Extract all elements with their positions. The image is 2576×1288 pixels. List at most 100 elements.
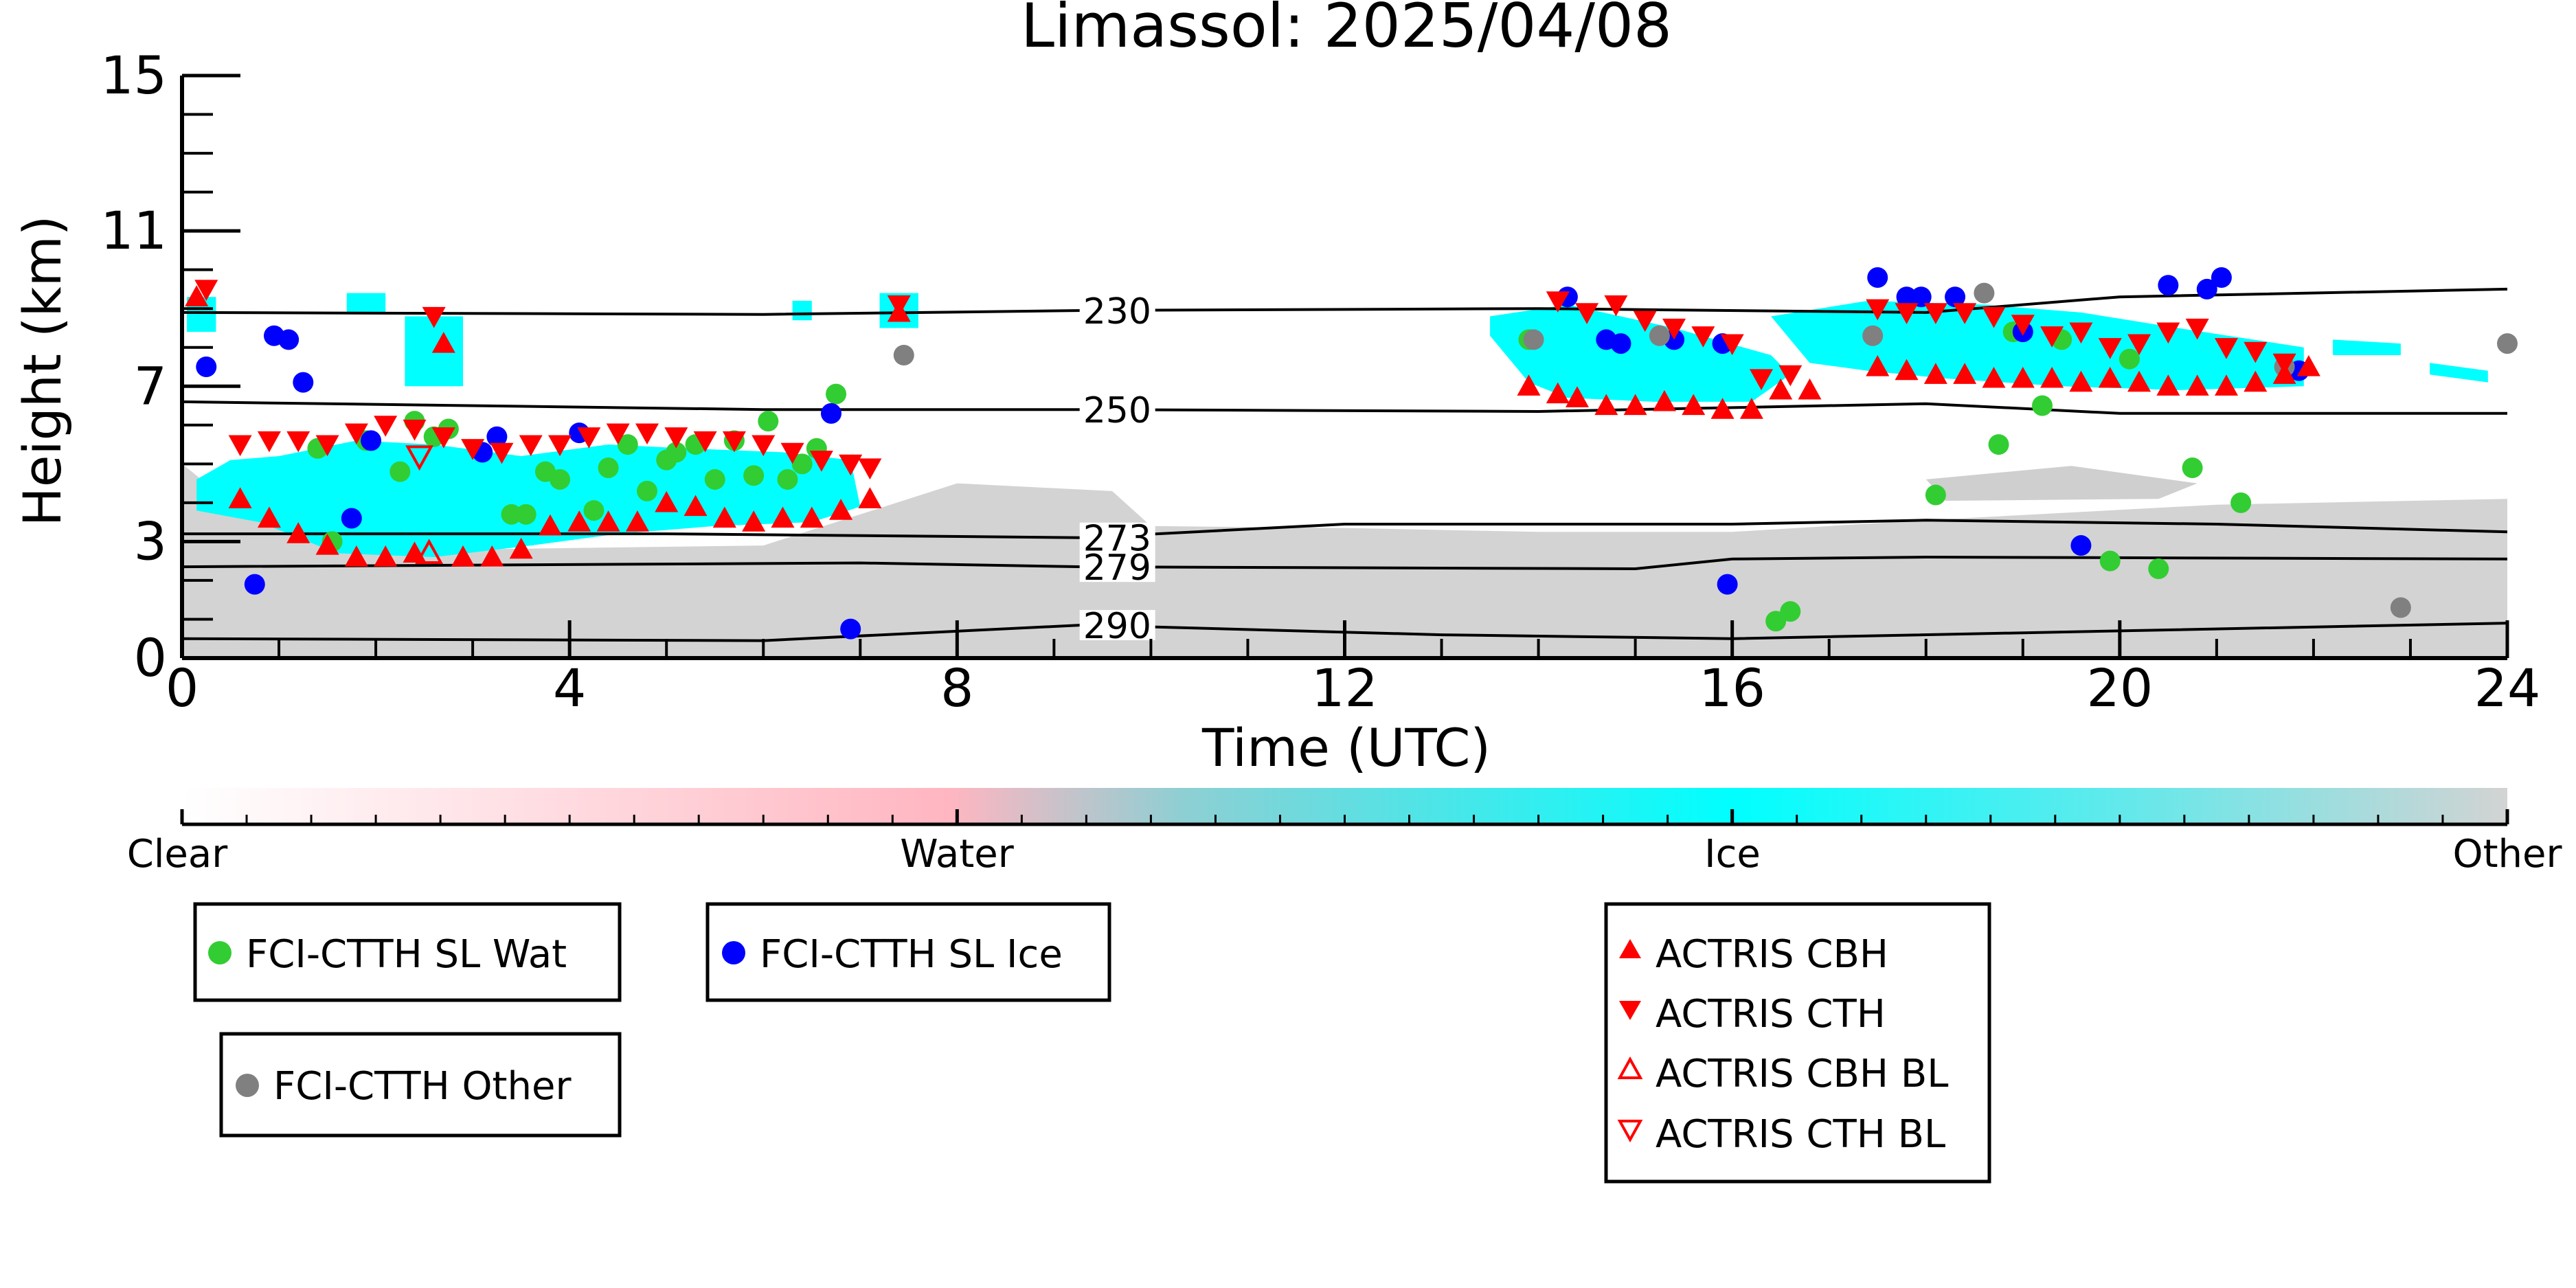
marker-actris-cth	[461, 439, 485, 460]
marker-actris-cbh	[431, 332, 455, 353]
other-field-elevated	[1925, 466, 2197, 501]
marker-actris-cth	[693, 431, 717, 453]
marker-fci-ctth-other	[2497, 333, 2518, 354]
marker-fci-ctth-other	[1523, 329, 1544, 350]
legend-actris: ACTRIS CBH ACTRIS CTH ACTRIS CBH BL ACTR…	[1604, 902, 1991, 1184]
marker-actris-cbh	[742, 510, 766, 532]
y-axis-label: Height (km)	[12, 216, 73, 527]
marker-actris-cbh	[1594, 394, 1618, 416]
cloud-classification-field	[182, 293, 2507, 658]
marker-actris-cbh	[1517, 374, 1541, 396]
marker-actris-cbh	[185, 285, 209, 306]
legend-marker-cbh-bl	[1617, 1056, 1643, 1079]
marker-fci-ctth-sl-ice	[1896, 286, 1917, 308]
marker-actris-cbh	[771, 506, 795, 528]
x-tick-label: 20	[2086, 657, 2153, 719]
y-tick-label: 11	[100, 200, 167, 261]
marker-actris-cbh	[2156, 374, 2180, 396]
legend-marker-other	[236, 1074, 259, 1097]
marker-actris-cbh	[1769, 378, 1793, 400]
marker-actris-cth	[431, 427, 455, 449]
marker-actris-cth	[1546, 291, 1570, 313]
marker-actris-cbh	[800, 506, 824, 528]
marker-fci-ctth-sl-wat	[2182, 457, 2203, 478]
legend-marker-wat	[208, 941, 231, 964]
ice-field-cirrus-a	[346, 293, 386, 313]
marker-actris-cth	[2011, 315, 2035, 336]
marker-actris-cth	[2127, 334, 2151, 356]
marker-actris-cbh	[2040, 366, 2064, 388]
marker-fci-ctth-sl-wat	[743, 465, 765, 486]
marker-actris-cbh	[2069, 370, 2093, 392]
marker-actris-cth	[2272, 353, 2296, 375]
marker-actris-cth	[344, 423, 368, 445]
marker-fci-ctth-sl-wat	[1925, 484, 1946, 506]
ice-field-late-b	[2430, 363, 2488, 383]
marker-fci-ctth-other	[1649, 325, 1670, 346]
marker-actris-cth	[1691, 326, 1715, 348]
marker-actris-cth	[2040, 326, 2064, 348]
marker-actris-cth	[257, 431, 281, 453]
marker-actris-cbh	[1739, 398, 1763, 419]
marker-actris-cbh	[625, 510, 649, 532]
marker-actris-cth	[228, 435, 252, 457]
marker-actris-cth	[2244, 341, 2268, 363]
marker-fci-ctth-sl-wat	[2230, 492, 2252, 513]
legend-marker-cth	[1619, 1001, 1641, 1020]
marker-fci-ctth-other	[1974, 282, 1995, 304]
marker-actris-cth	[635, 423, 659, 445]
marker-actris-cbh	[2296, 355, 2320, 376]
marker-actris-cbh	[509, 537, 533, 559]
marker-fci-ctth-sl-wat	[758, 411, 779, 432]
marker-actris-cbh	[2214, 374, 2238, 396]
marker-actris-cbh	[228, 487, 252, 508]
marker-actris-cth	[664, 427, 688, 449]
isotherm-label-bg-273	[1079, 522, 1155, 553]
marker-actris-cth	[1895, 303, 1919, 324]
marker-actris-cth	[1953, 303, 1977, 324]
marker-actris-cbh	[480, 545, 504, 567]
marker-actris-cbh	[1953, 363, 1977, 384]
ice-field-afternoon	[1490, 304, 1791, 402]
ice-field-late-a	[2333, 339, 2401, 355]
marker-actris-cth	[2098, 338, 2122, 359]
isotherm-line-279	[181, 555, 2508, 571]
marker-fci-ctth-sl-wat	[1780, 601, 1801, 622]
other-field-lowlevel	[182, 464, 2507, 658]
marker-actris-cbh	[2244, 370, 2268, 392]
marker-fci-ctth-other	[893, 345, 914, 366]
marker-fci-ctth-sl-wat	[637, 480, 657, 501]
marker-fci-ctth-sl-ice	[1945, 286, 1966, 308]
legend-label-cth: ACTRIS CTH	[1656, 992, 1886, 1037]
isotherm-label-bg-279	[1079, 552, 1155, 583]
marker-fci-ctth-sl-ice	[278, 329, 300, 350]
marker-actris-cth	[194, 280, 218, 301]
marker-actris-cbh	[1866, 355, 1890, 376]
marker-actris-cth	[887, 295, 911, 317]
isotherm-line-273	[182, 519, 2508, 539]
marker-actris-cth	[403, 419, 427, 441]
marker-fci-ctth-sl-wat	[389, 461, 411, 482]
marker-actris-cth	[1720, 334, 1744, 356]
marker-actris-cth	[548, 435, 572, 457]
legend-label-cbh: ACTRIS CBH	[1656, 932, 1888, 977]
colorbar-label-clear: Clear	[127, 832, 228, 877]
marker-fci-ctth-sl-wat	[583, 500, 605, 521]
marker-fci-ctth-sl-ice	[293, 372, 314, 393]
marker-actris-cbh	[655, 490, 679, 512]
legend-other: FCI-CTTH Other	[219, 1032, 622, 1138]
legend-label-cbh-bl: ACTRIS CBH BL	[1656, 1052, 1948, 1096]
legend-water: FCI-CTTH SL Wat	[193, 902, 622, 1002]
legend-label-other: FCI-CTTH Other	[273, 1064, 572, 1109]
marker-fci-ctth-sl-wat	[515, 504, 536, 525]
marker-fci-ctth-sl-ice	[196, 357, 217, 377]
marker-actris-cbh	[1710, 398, 1735, 419]
isotherm-label-bg-290	[1079, 609, 1155, 640]
isotherm-label-250: 250	[1083, 390, 1151, 431]
marker-actris-cth	[839, 454, 863, 476]
y-tick-label: 15	[100, 45, 167, 106]
chart-title: Limassol: 2025/04/08	[1021, 0, 1672, 61]
x-tick-label: 24	[2474, 657, 2541, 719]
marker-actris-cth	[809, 451, 833, 472]
